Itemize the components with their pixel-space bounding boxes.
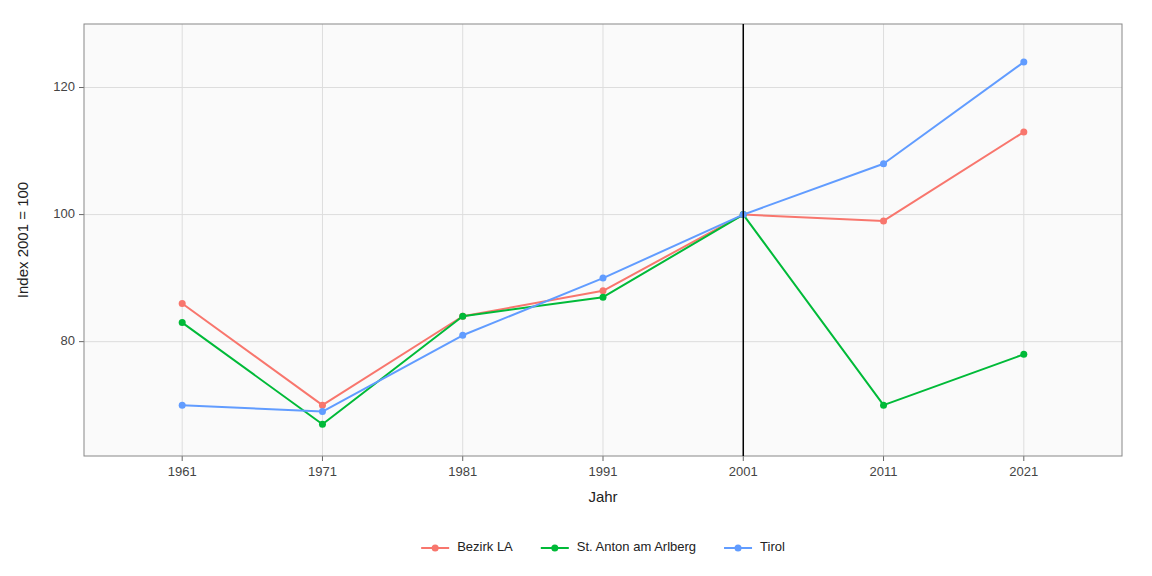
legend-item: St. Anton am Arlberg bbox=[541, 539, 696, 554]
line bbox=[182, 215, 1024, 425]
tick-label-x: 1991 bbox=[589, 464, 618, 479]
legend-marker bbox=[735, 545, 742, 552]
legend-marker bbox=[551, 545, 558, 552]
point bbox=[319, 408, 326, 415]
legend-marker bbox=[432, 545, 439, 552]
point bbox=[600, 275, 607, 282]
tick-label-x: 2001 bbox=[729, 464, 758, 479]
point bbox=[319, 421, 326, 428]
point bbox=[880, 160, 887, 167]
tick-x bbox=[883, 456, 884, 461]
point bbox=[1020, 129, 1027, 136]
tick-label-x: 1981 bbox=[448, 464, 477, 479]
tick-x bbox=[462, 456, 463, 461]
legend-label: Bezirk LA bbox=[457, 539, 513, 554]
point bbox=[1020, 351, 1027, 358]
point bbox=[600, 287, 607, 294]
grid-line-x bbox=[743, 24, 744, 456]
tick-label-y: 120 bbox=[53, 79, 75, 94]
point bbox=[179, 402, 186, 409]
grid bbox=[84, 24, 1122, 456]
grid-line-x bbox=[322, 24, 323, 456]
legend: Bezirk LA St. Anton am Arlberg Tirol bbox=[421, 539, 785, 554]
legend-label: Tirol bbox=[760, 539, 785, 554]
point bbox=[179, 300, 186, 307]
grid-line-x bbox=[883, 24, 884, 456]
tick-y bbox=[79, 87, 84, 88]
tick-y bbox=[79, 341, 84, 342]
axes: 80 100 120 1961 1971 1981 1991 2001 2011 2021 bbox=[53, 79, 1038, 479]
tick-label-x: 2021 bbox=[1009, 464, 1038, 479]
series bbox=[179, 129, 1028, 409]
tick-x bbox=[182, 456, 183, 461]
plot-frame bbox=[84, 24, 1122, 456]
line bbox=[182, 62, 1024, 411]
point bbox=[880, 217, 887, 224]
reference-line bbox=[743, 24, 745, 456]
tick-x bbox=[743, 456, 744, 461]
tick-label-y: 100 bbox=[53, 206, 75, 221]
y-axis-label: Index 2001 = 100 bbox=[14, 182, 31, 298]
tick-label-x: 1971 bbox=[308, 464, 337, 479]
plot-area bbox=[179, 24, 1028, 456]
chart-container: 80 100 120 1961 1971 1981 1991 2001 2011 2021 Jahr… bbox=[0, 0, 1152, 576]
grid-line-x bbox=[1023, 24, 1024, 456]
point bbox=[459, 313, 466, 320]
grid-line-x bbox=[462, 24, 463, 456]
tick-label-y: 80 bbox=[61, 333, 75, 348]
line bbox=[182, 132, 1024, 405]
x-axis-label: Jahr bbox=[588, 488, 617, 505]
tick-x bbox=[322, 456, 323, 461]
series bbox=[179, 211, 1028, 428]
tick-x bbox=[1023, 456, 1024, 461]
point bbox=[1020, 59, 1027, 66]
point bbox=[459, 332, 466, 339]
plot-background bbox=[84, 24, 1122, 456]
legend-label: St. Anton am Arlberg bbox=[577, 539, 696, 554]
tick-label-x: 1961 bbox=[168, 464, 197, 479]
legend-item: Bezirk LA bbox=[421, 539, 513, 554]
point bbox=[880, 402, 887, 409]
point bbox=[459, 313, 466, 320]
grid-line-x bbox=[182, 24, 183, 456]
point bbox=[600, 294, 607, 301]
legend-item: Tirol bbox=[724, 539, 785, 554]
point bbox=[179, 319, 186, 326]
chart: 80 100 120 1961 1971 1981 1991 2001 2011 2021 Jahr… bbox=[0, 0, 1152, 576]
point bbox=[319, 402, 326, 409]
tick-y bbox=[79, 214, 84, 215]
tick-label-x: 2011 bbox=[870, 464, 898, 479]
grid-line-x bbox=[603, 24, 604, 456]
series bbox=[179, 59, 1028, 415]
tick-x bbox=[603, 456, 604, 461]
